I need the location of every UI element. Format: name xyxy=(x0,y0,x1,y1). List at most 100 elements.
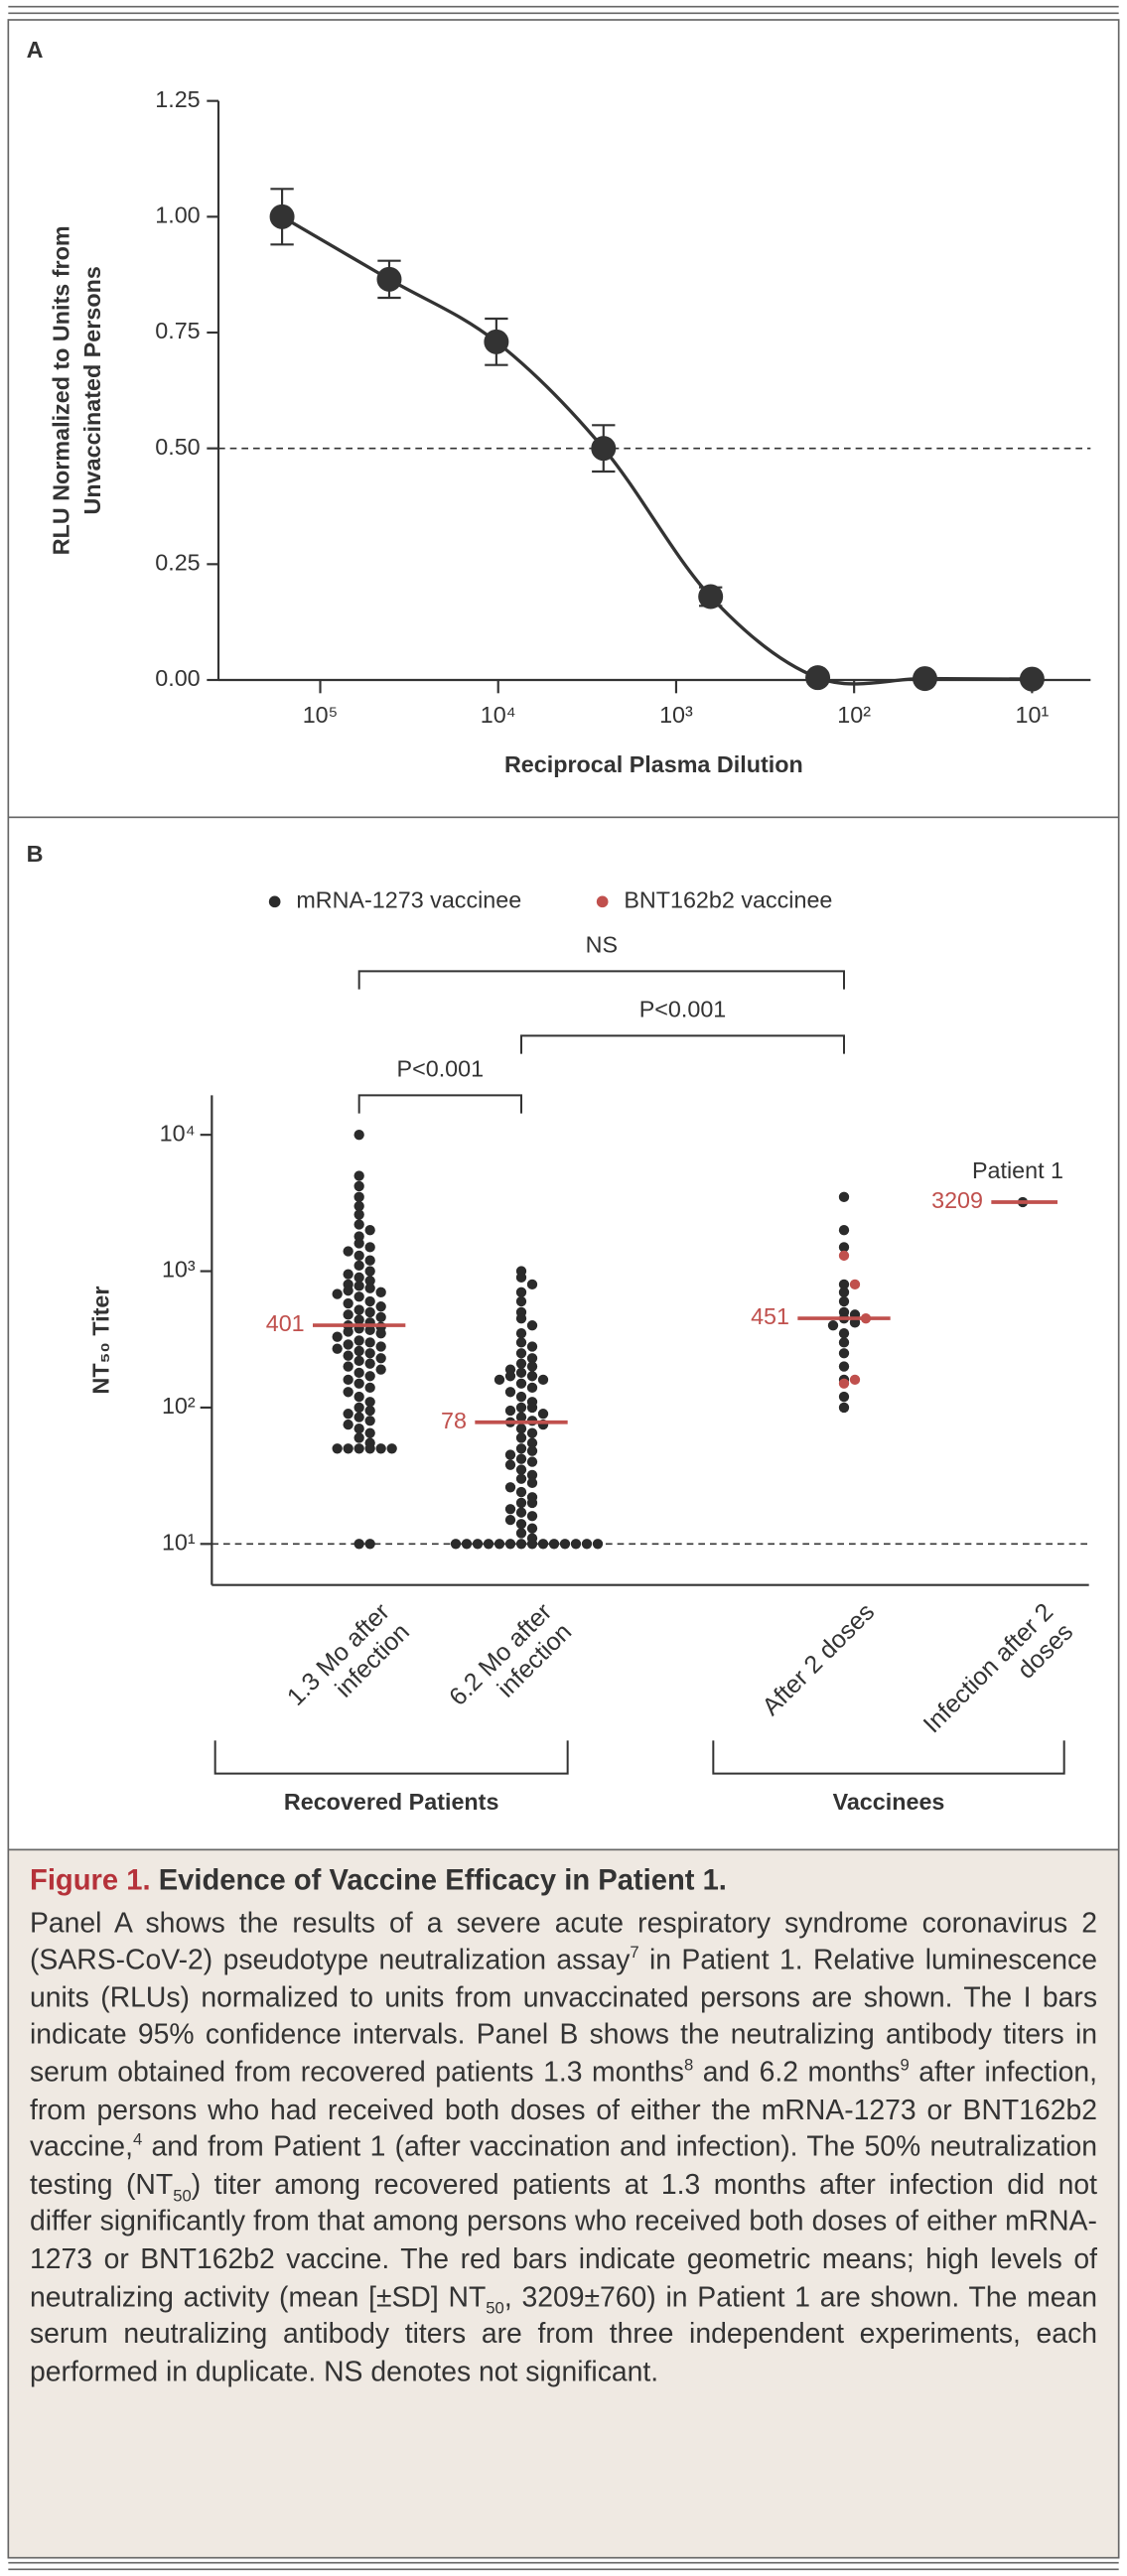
y-tick-label: 0.00 xyxy=(155,665,200,691)
dot xyxy=(504,1539,516,1550)
x-axis-label: Reciprocal Plasma Dilution xyxy=(504,751,803,777)
dot xyxy=(504,1514,516,1526)
dot xyxy=(526,1511,538,1522)
dot xyxy=(526,1437,538,1448)
dot xyxy=(364,1324,375,1336)
dot xyxy=(838,1242,850,1253)
dot xyxy=(353,1304,364,1315)
dot xyxy=(515,1486,527,1498)
dot xyxy=(526,1353,538,1364)
dot xyxy=(515,1453,527,1464)
dot xyxy=(515,1443,527,1454)
dot xyxy=(504,1449,516,1460)
figure-label: Figure 1. xyxy=(30,1862,151,1896)
dot xyxy=(526,1497,538,1509)
caption-text: ) titer among recovered patients at 1.3 … xyxy=(30,2168,1097,2313)
caption-sup: 4 xyxy=(132,2131,143,2150)
dot xyxy=(353,1402,364,1414)
dot xyxy=(353,1281,364,1291)
annotation: Patient 1 xyxy=(972,1157,1063,1183)
dot xyxy=(375,1341,386,1352)
dot xyxy=(838,1225,850,1236)
dot xyxy=(526,1445,538,1456)
dot xyxy=(537,1409,549,1420)
dot xyxy=(472,1539,484,1550)
y-tick-label: 0.50 xyxy=(155,434,200,460)
caption-sup: 9 xyxy=(900,2057,910,2076)
dot xyxy=(343,1339,353,1350)
caption-sup: 8 xyxy=(683,2057,694,2076)
comparison-bracket xyxy=(520,1034,846,1054)
panel-b-frame xyxy=(7,816,1120,1851)
dot xyxy=(515,1328,527,1339)
group-label: Recovered Patients xyxy=(284,1789,499,1815)
dot xyxy=(364,1276,375,1287)
y-tick-label: 10² xyxy=(162,1393,196,1419)
panel-label: B xyxy=(27,841,44,867)
caption-title: Evidence of Vaccine Efficacy in Patient … xyxy=(158,1862,727,1896)
dot xyxy=(343,1374,353,1386)
dot xyxy=(515,1539,527,1550)
dot xyxy=(515,1464,527,1475)
dot xyxy=(526,1361,538,1372)
dot xyxy=(570,1539,582,1550)
caption-text: after infection, from persons who had re… xyxy=(30,2056,1097,2163)
dot xyxy=(364,1397,375,1408)
dot xyxy=(364,1405,375,1417)
dot xyxy=(515,1313,527,1324)
caption-title-line: Figure 1. Evidence of Vaccine Efficacy i… xyxy=(30,1861,1097,1899)
dot xyxy=(515,1378,527,1389)
caption-text: Panel A shows the results of a severe ac… xyxy=(30,1906,1097,1976)
dot xyxy=(838,1328,850,1339)
dot xyxy=(353,1391,364,1403)
caption-sup: 7 xyxy=(630,1945,639,1964)
dot xyxy=(592,1539,604,1550)
point xyxy=(269,203,295,229)
dot xyxy=(343,1350,353,1361)
dot xyxy=(353,1314,364,1325)
dot xyxy=(343,1269,353,1280)
dot xyxy=(504,1387,516,1398)
dot xyxy=(504,1459,516,1470)
dot xyxy=(515,1337,527,1348)
dot xyxy=(375,1301,386,1312)
caption-text: , 3209±760) in Patient 1 are shown. The … xyxy=(30,2280,1097,2387)
dot xyxy=(526,1341,538,1352)
dot xyxy=(364,1255,375,1266)
dot xyxy=(838,1402,850,1414)
dot xyxy=(548,1539,560,1550)
dot xyxy=(515,1432,527,1443)
dot xyxy=(526,1456,538,1467)
dot xyxy=(515,1412,527,1423)
caption-box: Figure 1. Evidence of Vaccine Efficacy i… xyxy=(30,1861,1097,2387)
dot xyxy=(353,1200,364,1212)
dot xyxy=(353,1412,364,1423)
dot xyxy=(838,1295,850,1307)
panel-a-frame xyxy=(7,19,1120,819)
caption-text: in Patient 1. Relative luminescence unit… xyxy=(30,1944,1097,2089)
dot xyxy=(353,1272,364,1284)
x-tick-label: 10⁵ xyxy=(303,702,339,728)
dot xyxy=(353,1291,364,1302)
dot xyxy=(838,1391,850,1403)
x-tick-label: 10¹ xyxy=(1016,702,1050,728)
dot xyxy=(838,1337,850,1348)
dot xyxy=(526,1523,538,1534)
y-tick-label: 0.25 xyxy=(155,549,200,575)
dot xyxy=(353,1250,364,1262)
dot xyxy=(364,1337,375,1348)
y-tick-label: 10¹ xyxy=(162,1529,196,1555)
dot xyxy=(515,1528,527,1539)
dot xyxy=(353,1443,364,1454)
dot xyxy=(353,1180,364,1192)
group-label: Vaccinees xyxy=(833,1789,945,1815)
dot xyxy=(838,1361,850,1372)
dot xyxy=(353,1260,364,1272)
point xyxy=(591,436,617,462)
dot xyxy=(343,1443,353,1454)
dot xyxy=(504,1405,516,1417)
dot xyxy=(353,1219,364,1230)
dot xyxy=(827,1320,839,1331)
point xyxy=(805,665,831,691)
